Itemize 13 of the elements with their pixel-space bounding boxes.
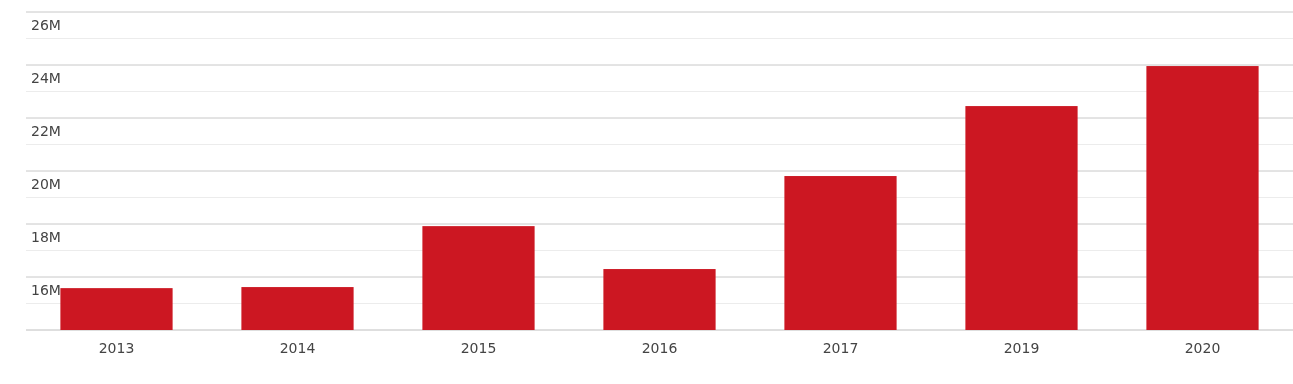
y-tick-label: 22M <box>31 123 61 139</box>
x-tick-label: 2015 <box>460 340 497 356</box>
y-tick-label: 16M <box>31 282 61 298</box>
x-tick-label: 2016 <box>641 340 678 356</box>
y-tick-label: 26M <box>31 17 61 33</box>
x-tick-label: 2019 <box>1003 340 1040 356</box>
x-tick-label: 2017 <box>822 340 859 356</box>
y-tick-label: 20M <box>31 176 61 192</box>
y-tick-label: 24M <box>31 70 61 86</box>
x-tick-label: 2020 <box>1184 340 1221 356</box>
x-tick-label: 2013 <box>98 340 135 356</box>
x-tick-label: 2014 <box>279 340 316 356</box>
y-tick-label: 18M <box>31 229 61 245</box>
